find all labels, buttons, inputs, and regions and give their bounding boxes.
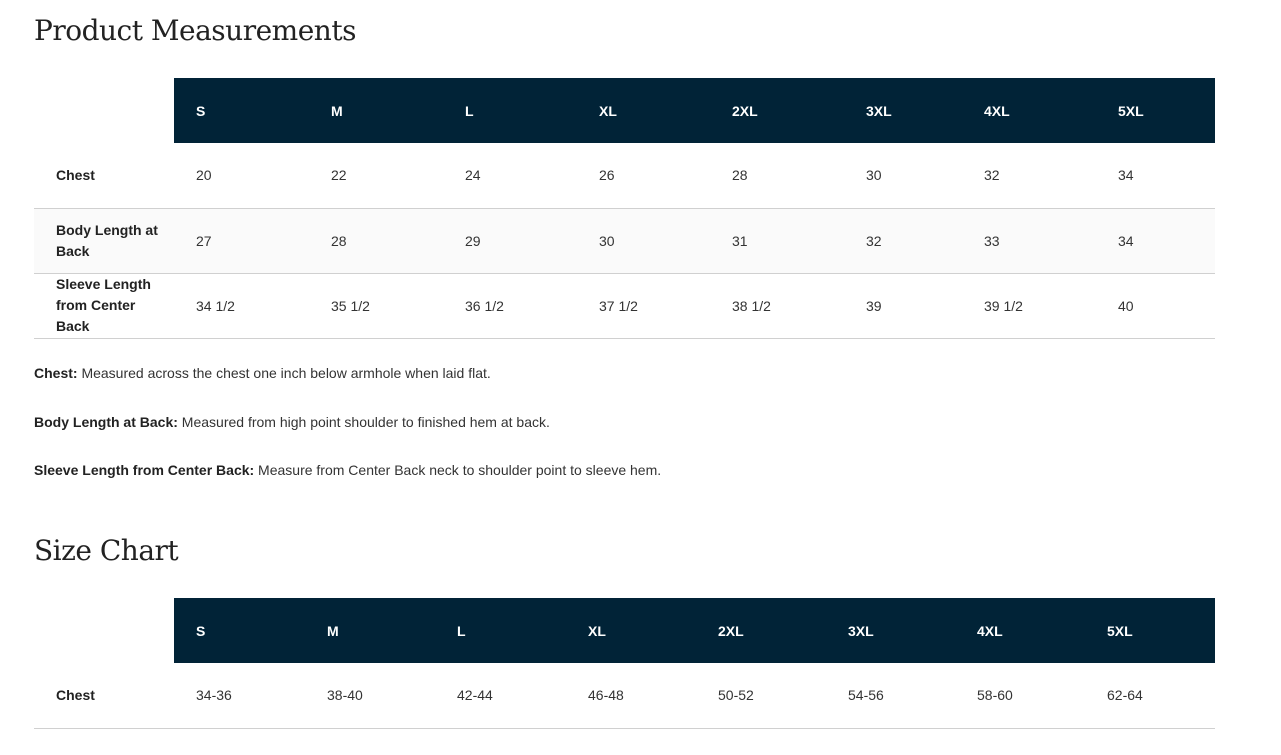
table-cell: 54-56 [826,663,955,729]
size-header-l: L [435,598,566,663]
table-cell: 62-64 [1085,663,1215,729]
size-header-row: S M L XL 2XL 3XL 4XL 5XL [34,598,1215,663]
note-term: Body Length at Back: [34,414,178,430]
note-term: Chest: [34,365,78,381]
note-text: Measured from high point shoulder to fin… [177,414,550,430]
table-row: Sleeve Length from Center Back 34 1/2 35 1… [34,273,1215,339]
table-cell: 34 [1096,208,1215,274]
table-cell: 32 [844,208,962,274]
size-header-m: M [309,78,443,143]
table-cell: 35 1/2 [309,273,443,339]
table-cell: 34 [1096,143,1215,209]
table-row: Chest 20 22 24 26 28 30 32 34 [34,143,1215,209]
table-cell: 33 [962,208,1096,274]
table-row: Chest 34-36 38-40 42-44 46-48 50-52 54-56 58-60… [34,663,1215,729]
header-blank-cell [34,78,174,143]
size-header-s: S [174,78,309,143]
note-sleeve-length: Sleeve Length from Center Back: Measure … [34,462,661,478]
table-cell: 30 [844,143,962,209]
table-cell: 27 [174,208,309,274]
table-cell: 37 1/2 [577,273,710,339]
table-cell: 58-60 [955,663,1085,729]
table-cell: 20 [174,143,309,209]
table-cell: 32 [962,143,1096,209]
size-header-xl: XL [577,78,710,143]
product-measurements-title: Product Measurements [34,14,356,47]
size-header-2xl: 2XL [710,78,844,143]
product-measurements-table: S M L XL 2XL 3XL 4XL 5XL Chest 20 22 24 26 28 30 32 34 B… [34,78,1215,339]
table-cell: 34 1/2 [174,273,309,339]
size-header-3xl: 3XL [844,78,962,143]
size-header-4xl: 4XL [962,78,1096,143]
size-header-xl: XL [566,598,696,663]
table-cell: 28 [309,208,443,274]
table-cell: 36 1/2 [443,273,577,339]
row-label: Chest [34,663,174,729]
note-text: Measured across the chest one inch below… [77,365,491,381]
table-cell: 30 [577,208,710,274]
size-chart-title: Size Chart [34,534,179,567]
table-cell: 39 [844,273,962,339]
size-header-m: M [305,598,435,663]
table-cell: 40 [1096,273,1215,339]
size-header-2xl: 2XL [696,598,826,663]
row-label: Chest [34,143,174,209]
row-label: Sleeve Length from Center Back [34,273,174,339]
size-header-5xl: 5XL [1096,78,1215,143]
size-header-3xl: 3XL [826,598,955,663]
size-chart-table: S M L XL 2XL 3XL 4XL 5XL Chest 34-36 38-40 42-44 46… [34,598,1215,729]
note-chest: Chest: Measured across the chest one inc… [34,365,491,381]
table-cell: 31 [710,208,844,274]
table-cell: 50-52 [696,663,826,729]
row-label: Body Length at Back [34,208,174,274]
table-cell: 34-36 [174,663,305,729]
table-cell: 28 [710,143,844,209]
header-blank-cell [34,598,174,663]
size-header-l: L [443,78,577,143]
size-header-4xl: 4XL [955,598,1085,663]
table-cell: 22 [309,143,443,209]
size-header-5xl: 5XL [1085,598,1215,663]
table-row: Body Length at Back 27 28 29 30 31 32 33 34 [34,208,1215,274]
table-cell: 29 [443,208,577,274]
note-term: Sleeve Length from Center Back: [34,462,255,478]
table-cell: 42-44 [435,663,566,729]
table-cell: 26 [577,143,710,209]
note-body-length: Body Length at Back: Measured from high … [34,414,550,430]
size-header-s: S [174,598,305,663]
table-cell: 39 1/2 [962,273,1096,339]
table-cell: 38 1/2 [710,273,844,339]
size-header-row: S M L XL 2XL 3XL 4XL 5XL [34,78,1215,143]
table-cell: 38-40 [305,663,435,729]
note-text: Measure from Center Back neck to shoulde… [254,462,662,478]
table-cell: 46-48 [566,663,696,729]
table-cell: 24 [443,143,577,209]
